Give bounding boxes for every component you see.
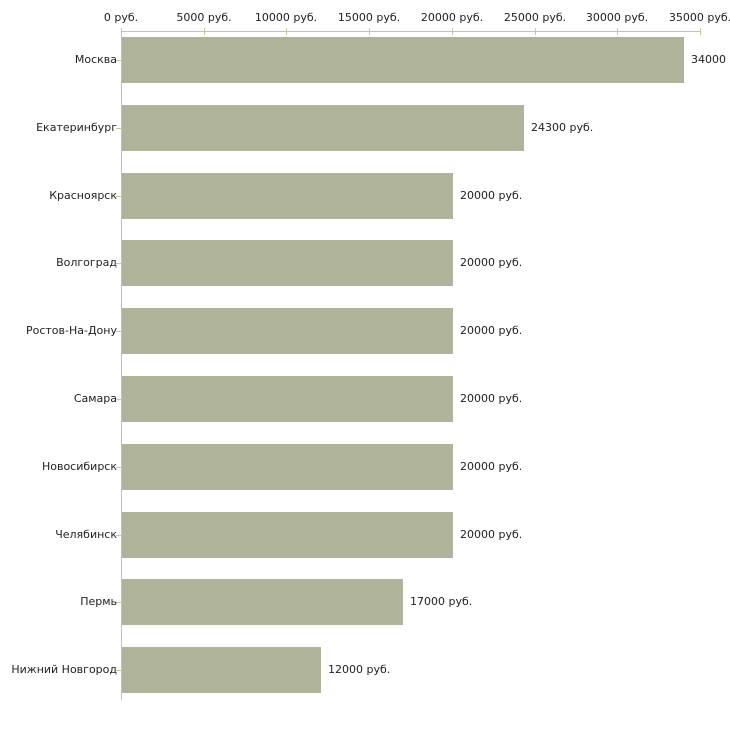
x-axis-tick-label: 20000 руб. <box>420 11 484 24</box>
value-label: 20000 руб. <box>460 189 523 202</box>
value-label: 34000 руб. <box>691 53 730 66</box>
x-axis-tick-label: 0 руб. <box>103 11 139 24</box>
x-axis-tick <box>617 28 618 35</box>
x-axis-tick <box>535 28 536 35</box>
bar <box>122 37 684 83</box>
category-label: Москва <box>74 53 117 66</box>
category-label: Самара <box>73 392 117 405</box>
x-axis-tick <box>700 28 701 35</box>
x-axis-tick-label: 30000 руб. <box>585 11 649 24</box>
y-axis-tick <box>116 602 121 603</box>
category-label: Екатеринбург <box>36 121 117 134</box>
value-axis-line <box>121 31 701 32</box>
y-axis-tick <box>116 670 121 671</box>
x-axis-tick <box>452 28 453 35</box>
bar <box>122 240 453 286</box>
value-label: 20000 руб. <box>460 392 523 405</box>
x-axis-tick-label: 35000 руб. <box>668 11 730 24</box>
bar <box>122 512 453 558</box>
x-axis-tick-label: 5000 руб. <box>176 11 232 24</box>
x-axis-tick <box>286 28 287 35</box>
value-label: 24300 руб. <box>531 121 594 134</box>
bar <box>122 579 403 625</box>
x-axis-tick-label: 15000 руб. <box>337 11 401 24</box>
value-label: 20000 руб. <box>460 460 523 473</box>
y-axis-tick <box>116 331 121 332</box>
bar <box>122 647 321 693</box>
category-label: Челябинск <box>55 528 117 541</box>
category-label: Новосибирск <box>41 460 117 473</box>
value-label: 20000 руб. <box>460 324 523 337</box>
category-label: Красноярск <box>49 189 117 202</box>
x-axis-tick-label: 25000 руб. <box>503 11 567 24</box>
value-label: 12000 руб. <box>328 663 391 676</box>
category-label: Пермь <box>80 595 117 608</box>
category-label: Ростов-На-Дону <box>25 324 117 337</box>
x-axis-tick <box>121 28 122 35</box>
y-axis-tick <box>116 535 121 536</box>
bar <box>122 444 453 490</box>
bar <box>122 376 453 422</box>
value-label: 20000 руб. <box>460 528 523 541</box>
y-axis-tick <box>116 467 121 468</box>
y-axis-tick <box>116 60 121 61</box>
category-label: Нижний Новгород <box>11 663 117 676</box>
x-axis-tick-label: 10000 руб. <box>254 11 318 24</box>
y-axis-tick <box>116 399 121 400</box>
bar <box>122 105 524 151</box>
value-label: 17000 руб. <box>410 595 473 608</box>
bar <box>122 173 453 219</box>
bar <box>122 308 453 354</box>
x-axis-tick <box>369 28 370 35</box>
x-axis-tick <box>204 28 205 35</box>
y-axis-tick <box>116 263 121 264</box>
y-axis-tick <box>116 196 121 197</box>
y-axis-tick <box>116 128 121 129</box>
category-label: Волгоград <box>56 256 117 269</box>
value-label: 20000 руб. <box>460 256 523 269</box>
category-axis-line <box>121 31 122 700</box>
